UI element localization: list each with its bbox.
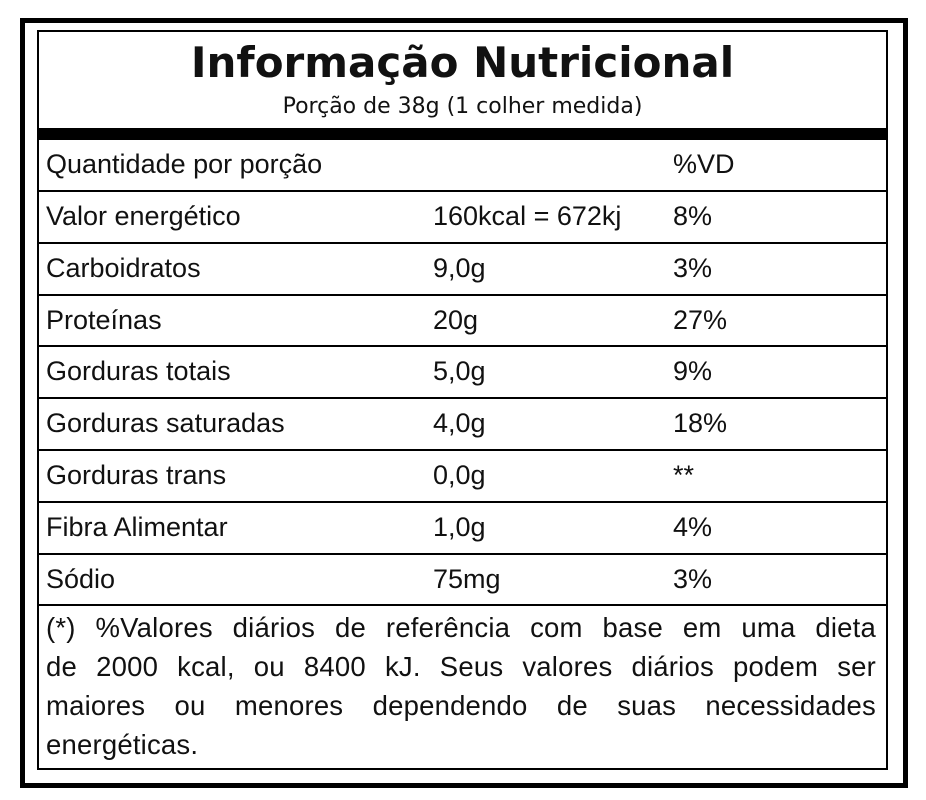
amount: 20g xyxy=(433,304,479,335)
subtitle: Porção de 38g (1 colher medida) xyxy=(282,94,643,119)
header-label: Quantidade por porção xyxy=(46,149,323,179)
nutrient: Proteínas xyxy=(46,304,162,335)
amount: 9,0g xyxy=(433,252,486,283)
nutrient: Fibra Alimentar xyxy=(46,511,228,542)
daily-value: 18% xyxy=(673,408,728,439)
nutrient: Gorduras trans xyxy=(46,460,227,490)
amount: 0,0g xyxy=(433,460,486,490)
footnote: (*) %Valores diários de referência com b… xyxy=(46,608,876,764)
divider-bar xyxy=(39,128,886,140)
amount: 5,0g xyxy=(433,356,486,387)
nutrient: Valor energético xyxy=(46,201,241,231)
nutrient: Sódio xyxy=(46,563,116,594)
nutrient-row: Carboidratos 9,0g 3% xyxy=(39,244,886,296)
daily-value: 8% xyxy=(673,201,713,231)
title: Informação Nutricional xyxy=(190,38,735,87)
nutrient: Carboidratos xyxy=(46,252,201,283)
daily-value: ** xyxy=(673,460,695,490)
header-row: Quantidade por porção %VD xyxy=(39,140,886,192)
amount: 1,0g xyxy=(433,511,486,542)
amount: 4,0g xyxy=(433,408,486,439)
daily-value: 27% xyxy=(673,304,728,335)
footnote-line: de 2000 kcal, ou 8400 kJ. Seus valores d… xyxy=(46,651,876,682)
nutrient-row: Sódio 75mg 3% xyxy=(39,555,886,607)
outer-border xyxy=(20,18,908,788)
daily-value: 3% xyxy=(673,563,713,594)
daily-value: 4% xyxy=(673,511,713,542)
nutrient-row: Gorduras saturadas 4,0g 18% xyxy=(39,399,886,451)
daily-value: 9% xyxy=(673,356,713,387)
footnote-line: energéticas. xyxy=(46,729,199,760)
footnote-line: maiores ou menores dependendo de suas ne… xyxy=(46,690,876,721)
nutrient: Gorduras totais xyxy=(46,356,231,387)
nutrient: Gorduras saturadas xyxy=(46,408,285,439)
nutrient-row: Gorduras totais 5,0g 9% xyxy=(39,347,886,400)
amount: 160kcal = 672kj xyxy=(433,201,622,231)
footnote-line: (*) %Valores diários de referência com b… xyxy=(46,612,876,643)
nutrient-row: Proteínas 20g 27% xyxy=(39,296,886,348)
amount: 75mg xyxy=(433,563,501,594)
header-dv: %VD xyxy=(673,149,735,179)
nutrient-row: Valor energético 160kcal = 672kj 8% xyxy=(39,192,886,244)
nutrition-table: Informação Nutricional Porção de 38g (1 … xyxy=(37,30,888,770)
daily-value: 3% xyxy=(673,252,713,283)
nutrient-row: Gorduras trans 0,0g ** xyxy=(39,451,886,503)
nutrient-row: Fibra Alimentar 1,0g 4% xyxy=(39,503,886,555)
